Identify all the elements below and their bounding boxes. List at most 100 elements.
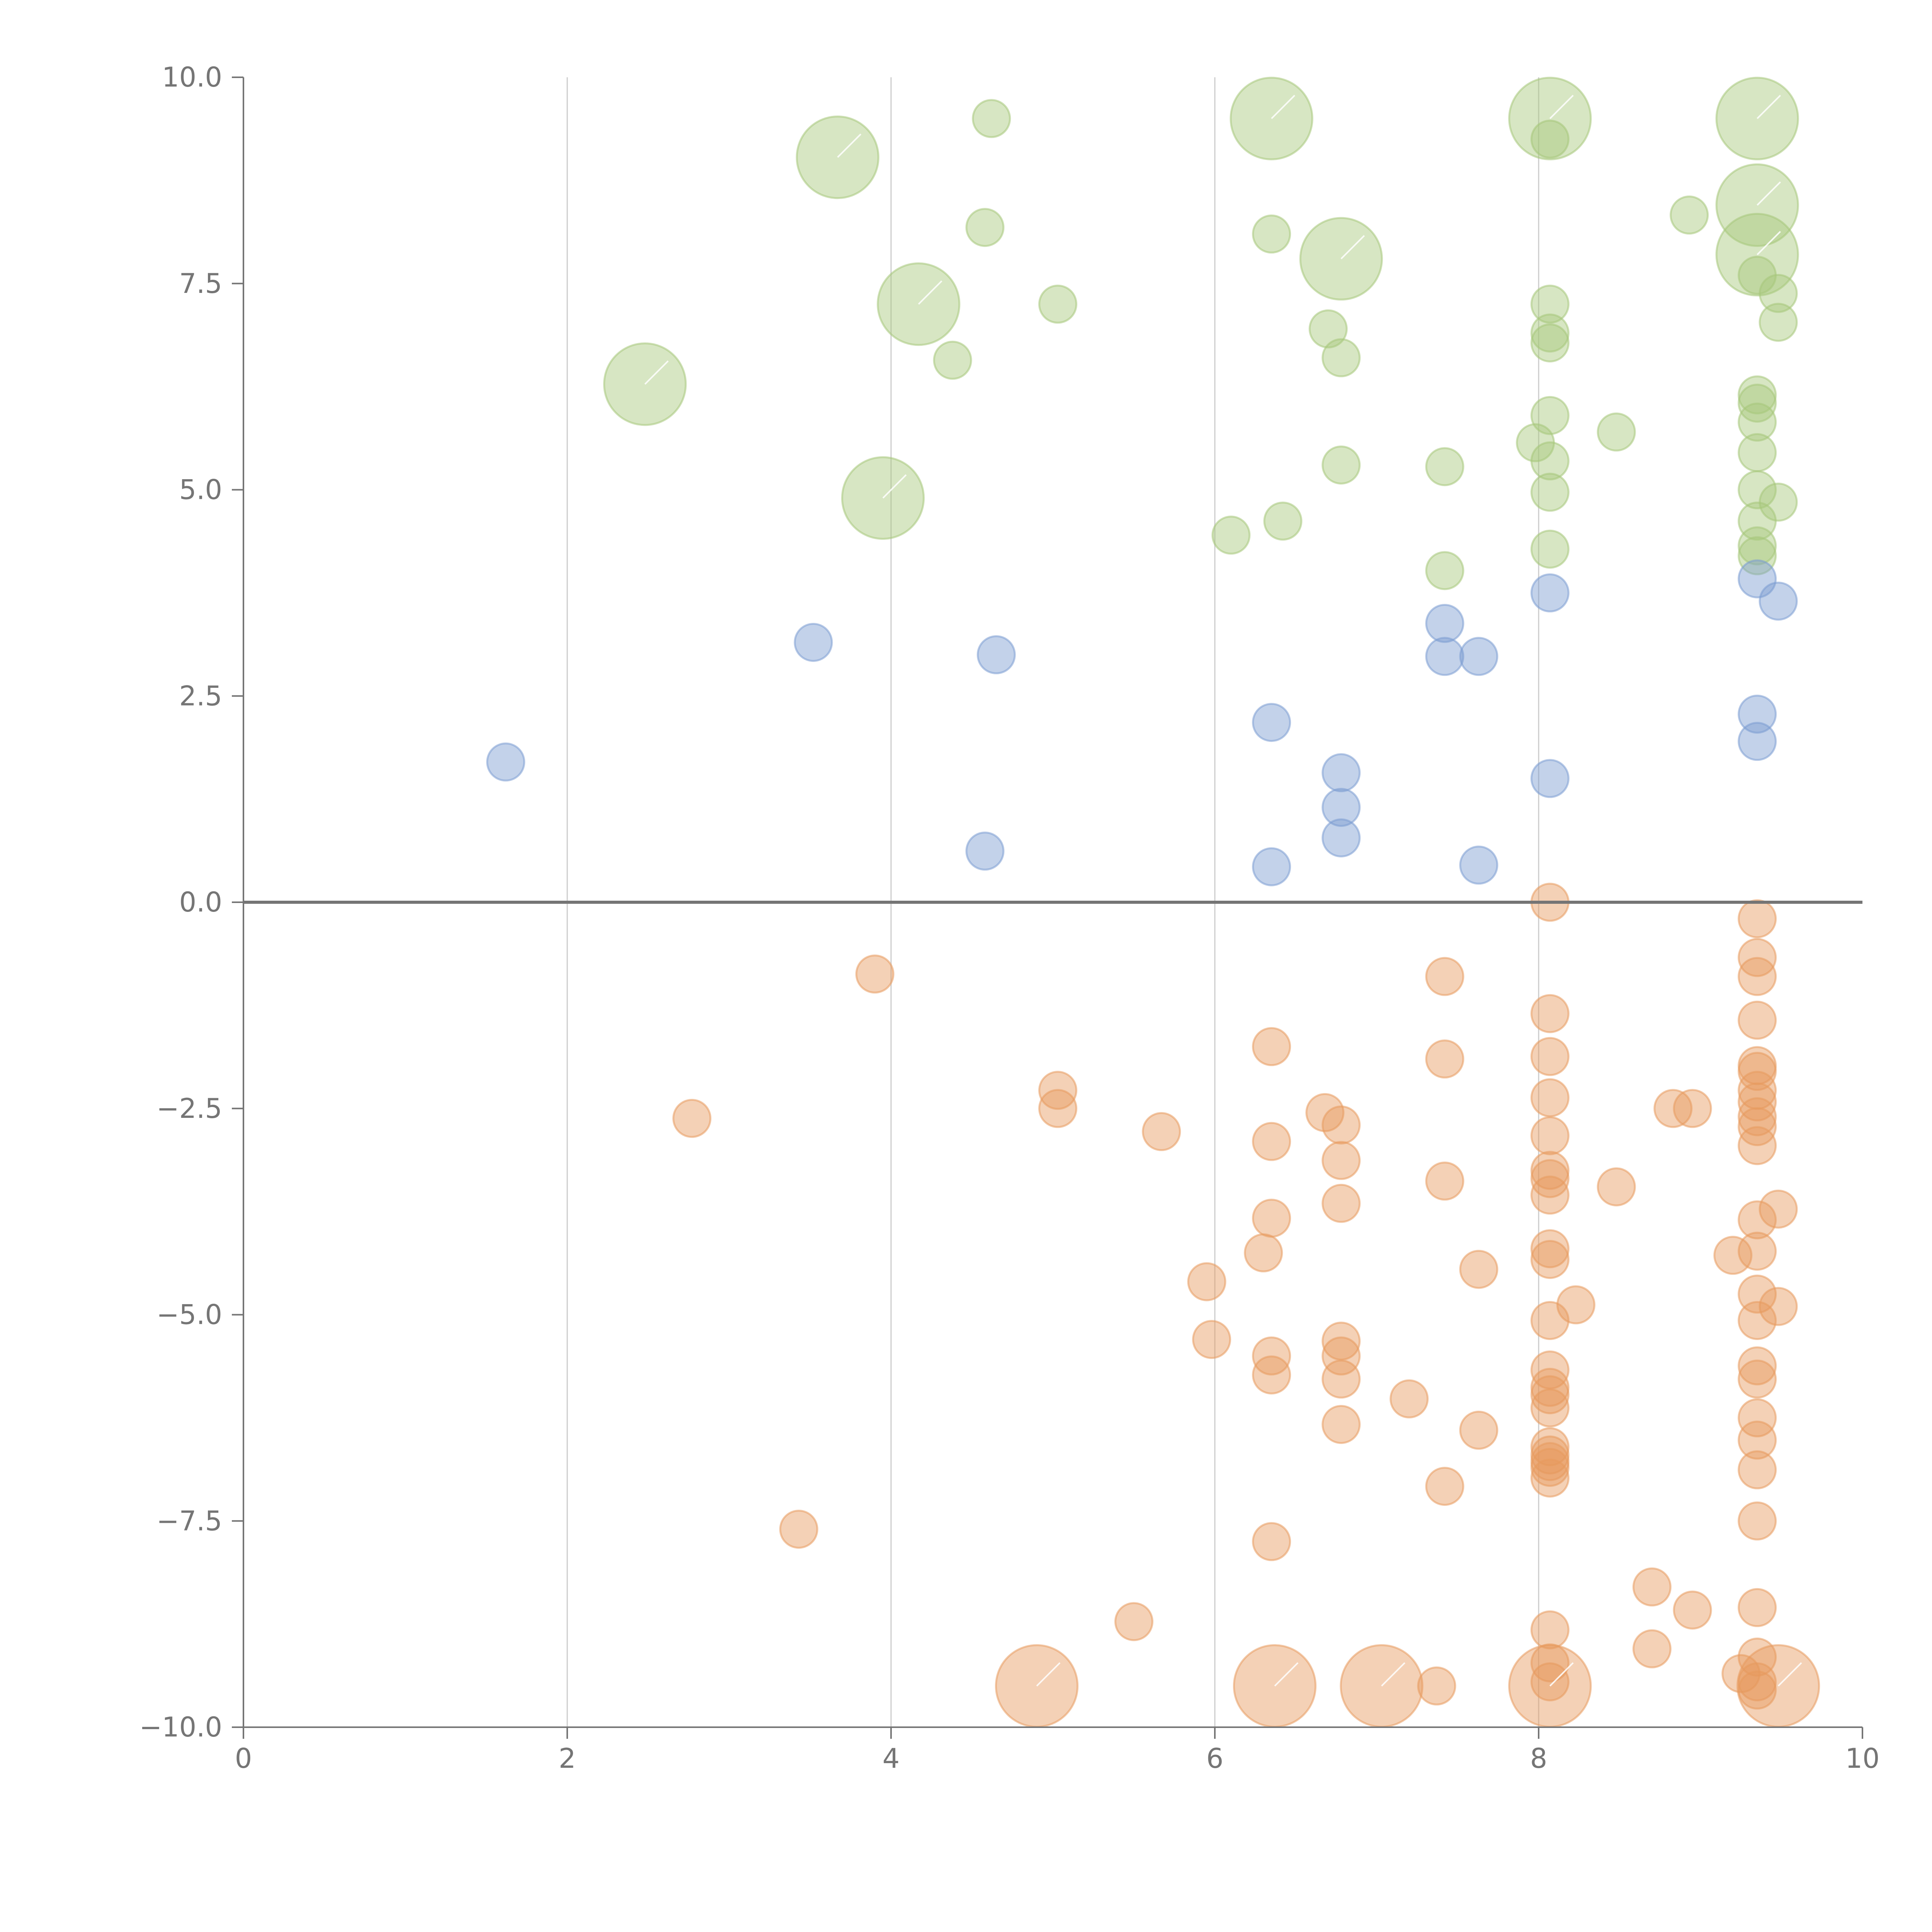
orange-point xyxy=(1530,1229,1570,1269)
orange-point xyxy=(1340,1644,1423,1728)
orange-point xyxy=(779,1510,818,1549)
y-tick-label: −7.5 xyxy=(156,1505,222,1537)
x-tick-label: 4 xyxy=(883,1743,900,1774)
orange-point xyxy=(1759,1189,1798,1229)
green-point xyxy=(1759,274,1798,313)
green-point xyxy=(1670,196,1709,235)
green-point xyxy=(1738,433,1777,472)
blue-point xyxy=(1425,637,1464,676)
blue-point xyxy=(1459,845,1498,885)
orange-point xyxy=(1321,1336,1361,1376)
green-point xyxy=(965,208,1005,247)
green-point xyxy=(1530,529,1570,569)
label-leader-line xyxy=(882,474,907,499)
green-point xyxy=(1263,502,1303,541)
orange-point xyxy=(1738,1359,1777,1399)
orange-point xyxy=(1530,1159,1570,1198)
orange-point xyxy=(1738,1398,1777,1437)
green-point xyxy=(1738,536,1777,575)
green-point xyxy=(1308,309,1348,349)
label-leader-line xyxy=(1757,181,1781,206)
orange-point xyxy=(1530,1610,1570,1650)
blue-point xyxy=(976,635,1016,674)
orange-point xyxy=(1738,1301,1777,1340)
orange-point xyxy=(1738,1097,1777,1136)
label-leader-line xyxy=(1757,231,1781,255)
y-tick-label: −5.0 xyxy=(156,1299,222,1331)
axes-layer: 10.0 7.5 5.0 2.5 0.0 −2.5 −5.0 −7.5 −10.0 0 2 4 6 8 10 xyxy=(139,61,1879,1774)
orange-point xyxy=(1530,1447,1570,1487)
x-tick-label: 0 xyxy=(235,1743,252,1774)
orange-point xyxy=(1459,1410,1498,1450)
green-point xyxy=(1738,470,1777,509)
green-point xyxy=(1530,323,1570,362)
orange-point xyxy=(1530,1078,1570,1117)
y-tick-label: 2.5 xyxy=(179,680,222,712)
orange-point xyxy=(1321,1105,1361,1145)
orange-point xyxy=(1738,1200,1777,1240)
orange-point xyxy=(1530,1240,1570,1279)
orange-point xyxy=(1192,1320,1231,1359)
orange-point xyxy=(1305,1093,1345,1132)
blue-point xyxy=(1530,573,1570,612)
y-tick-label: −2.5 xyxy=(156,1093,222,1124)
orange-point xyxy=(672,1099,712,1138)
orange-point xyxy=(1738,1231,1777,1271)
y-tick-label: 0.0 xyxy=(179,886,222,918)
green-point xyxy=(1738,402,1777,442)
orange-point xyxy=(1530,1458,1570,1498)
blue-point xyxy=(1252,703,1291,742)
green-point xyxy=(1530,441,1570,481)
orange-point xyxy=(1759,1287,1798,1326)
blue-point xyxy=(1321,818,1361,857)
blue-point xyxy=(1738,559,1777,599)
green-point xyxy=(841,456,925,540)
orange-point xyxy=(1425,1039,1464,1079)
orange-point xyxy=(1425,957,1464,996)
blue-point xyxy=(1321,787,1361,827)
blue-point xyxy=(1738,722,1777,761)
label-leader-line xyxy=(1549,95,1574,119)
green-point xyxy=(1738,375,1777,415)
green-point xyxy=(1211,515,1251,555)
orange-point xyxy=(1321,1141,1361,1180)
orange-point xyxy=(1425,1467,1464,1506)
y-tick-label: 7.5 xyxy=(179,268,222,299)
orange-point xyxy=(1738,957,1777,996)
orange-point xyxy=(1738,1501,1777,1541)
green-point xyxy=(1530,473,1570,512)
green-point xyxy=(1321,338,1361,378)
green-point xyxy=(1252,214,1291,254)
x-tick-label: 6 xyxy=(1206,1743,1224,1774)
orange-point xyxy=(1530,1662,1570,1702)
orange-point xyxy=(1738,1450,1777,1490)
orange-point xyxy=(1233,1644,1317,1728)
orange-point xyxy=(1114,1602,1153,1641)
label-leader-line xyxy=(644,360,669,385)
label-leader-line xyxy=(918,280,942,305)
orange-point xyxy=(1321,1184,1361,1223)
blue-point xyxy=(486,742,526,782)
x-tick-label: 2 xyxy=(559,1743,576,1774)
orange-point xyxy=(1738,899,1777,939)
orange-point xyxy=(1530,1175,1570,1215)
blue-point xyxy=(1252,847,1291,886)
orange-point xyxy=(1321,1405,1361,1444)
green-point xyxy=(1425,551,1464,590)
orange-point xyxy=(1252,1355,1291,1395)
label-leader-line xyxy=(1381,1662,1405,1687)
label-leader-line xyxy=(1340,235,1365,260)
blue-point xyxy=(1425,604,1464,643)
orange-point xyxy=(1389,1379,1429,1418)
label-leader-line xyxy=(1777,1662,1802,1687)
orange-point xyxy=(1417,1666,1456,1706)
green-point xyxy=(1425,447,1464,486)
orange-point xyxy=(1530,1388,1570,1428)
blue-point xyxy=(1321,753,1361,793)
y-tick-label: 10.0 xyxy=(162,61,222,93)
green-point xyxy=(1759,303,1798,342)
orange-point xyxy=(1713,1236,1753,1275)
orange-point xyxy=(1252,1122,1291,1161)
green-point xyxy=(1530,119,1570,159)
orange-point xyxy=(1252,1199,1291,1238)
